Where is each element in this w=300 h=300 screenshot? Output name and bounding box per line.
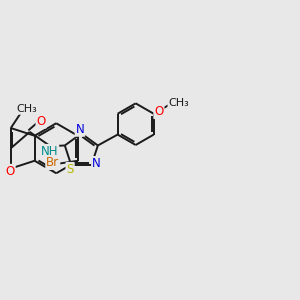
Text: Br: Br	[46, 156, 59, 169]
Text: NH: NH	[41, 145, 58, 158]
Text: CH₃: CH₃	[16, 104, 37, 114]
Text: O: O	[5, 165, 15, 178]
Text: S: S	[66, 163, 74, 176]
Text: O: O	[36, 115, 46, 128]
Text: CH₃: CH₃	[168, 98, 189, 108]
Text: N: N	[76, 123, 84, 136]
Text: O: O	[154, 105, 164, 118]
Text: N: N	[92, 157, 101, 170]
